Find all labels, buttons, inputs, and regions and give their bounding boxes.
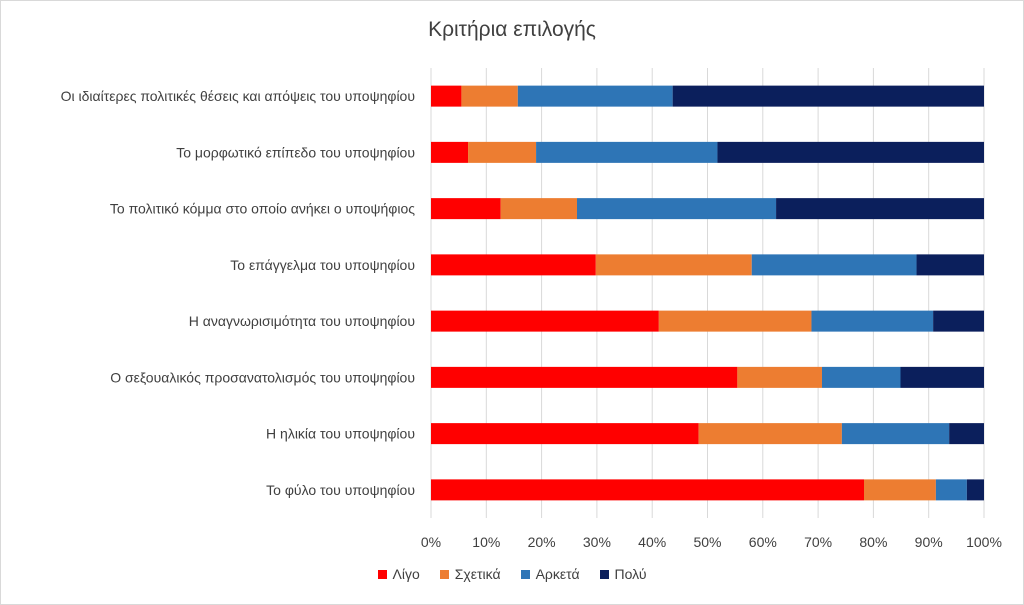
- bar-segment: [431, 141, 469, 163]
- bar-segment: [933, 310, 984, 332]
- x-tick-label: 80%: [859, 534, 887, 550]
- legend-label: Σχετικά: [454, 566, 501, 582]
- legend-item: Αρκετά: [520, 566, 580, 582]
- x-tick-label: 40%: [638, 534, 666, 550]
- bar-segment: [717, 141, 984, 163]
- category-label: Το μορφωτικό επίπεδο του υποψηφίου: [176, 144, 415, 160]
- bar-segment: [431, 254, 596, 276]
- legend-swatch: [520, 569, 530, 579]
- category-label: Το επάγγελμα του υποψηφίου: [230, 257, 415, 273]
- category-label: Το πολιτικό κόμμα στο οποίο ανήκει ο υπο…: [110, 201, 415, 217]
- bar-segment: [672, 85, 984, 107]
- bar-segment: [916, 254, 984, 276]
- bar-segment: [468, 141, 537, 163]
- x-tick-label: 0%: [421, 534, 441, 550]
- x-tick-label: 90%: [915, 534, 943, 550]
- bar-segment: [461, 85, 518, 107]
- bar-segment: [949, 423, 984, 445]
- legend-item: Λίγο: [377, 566, 420, 582]
- x-tick-label: 70%: [804, 534, 832, 550]
- bar-segment: [517, 85, 673, 107]
- bar-segment: [811, 310, 934, 332]
- x-tick-label: 60%: [749, 534, 777, 550]
- legend-label: Λίγο: [392, 566, 420, 582]
- bar-segment: [595, 254, 752, 276]
- bar-segment: [821, 366, 901, 388]
- category-label: Οι ιδιαίτερες πολιτικές θέσεις και απόψε…: [61, 88, 415, 104]
- bar-segment: [935, 479, 967, 501]
- bar-segment: [900, 366, 984, 388]
- bar-segment: [431, 366, 738, 388]
- bar-segment: [500, 198, 577, 220]
- bar-segment: [431, 479, 864, 501]
- legend-swatch: [599, 569, 609, 579]
- bar-segment: [431, 310, 659, 332]
- legend-label: Αρκετά: [535, 566, 580, 582]
- legend-label: Πολύ: [614, 566, 647, 582]
- bar-segment: [536, 141, 718, 163]
- bar-segment: [431, 85, 462, 107]
- bar-segment: [776, 198, 984, 220]
- bar-segment: [751, 254, 917, 276]
- x-tick-label: 50%: [693, 534, 721, 550]
- bar-segment: [966, 479, 984, 501]
- x-tick-label: 100%: [966, 534, 1002, 550]
- x-tick-label: 30%: [583, 534, 611, 550]
- x-tick-label: 20%: [528, 534, 556, 550]
- category-label: Ο σεξουαλικός προσανατολισμός του υποψηφ…: [110, 369, 415, 385]
- chart-title: Κριτήρια επιλογής: [428, 18, 596, 41]
- category-label: Η αναγνωρισιμότητα του υποψηφίου: [189, 313, 415, 329]
- category-label: Το φύλο του υποψηφίου: [266, 482, 415, 498]
- legend-swatch: [439, 569, 449, 579]
- legend-item: Πολύ: [599, 566, 647, 582]
- bar-segment: [698, 423, 842, 445]
- bar-segment: [863, 479, 936, 501]
- bar-segment: [658, 310, 812, 332]
- bar-segment: [841, 423, 950, 445]
- bar-segment: [576, 198, 777, 220]
- legend-swatch: [377, 569, 387, 579]
- category-label: Η ηλικία του υποψηφίου: [266, 426, 415, 442]
- legend-item: Σχετικά: [439, 566, 501, 582]
- x-tick-label: 10%: [472, 534, 500, 550]
- bar-segment: [431, 423, 699, 445]
- bar-segment: [431, 198, 501, 220]
- bar-segment: [737, 366, 822, 388]
- chart-legend: Λίγο Σχετικά Αρκετά Πολύ: [0, 566, 1024, 582]
